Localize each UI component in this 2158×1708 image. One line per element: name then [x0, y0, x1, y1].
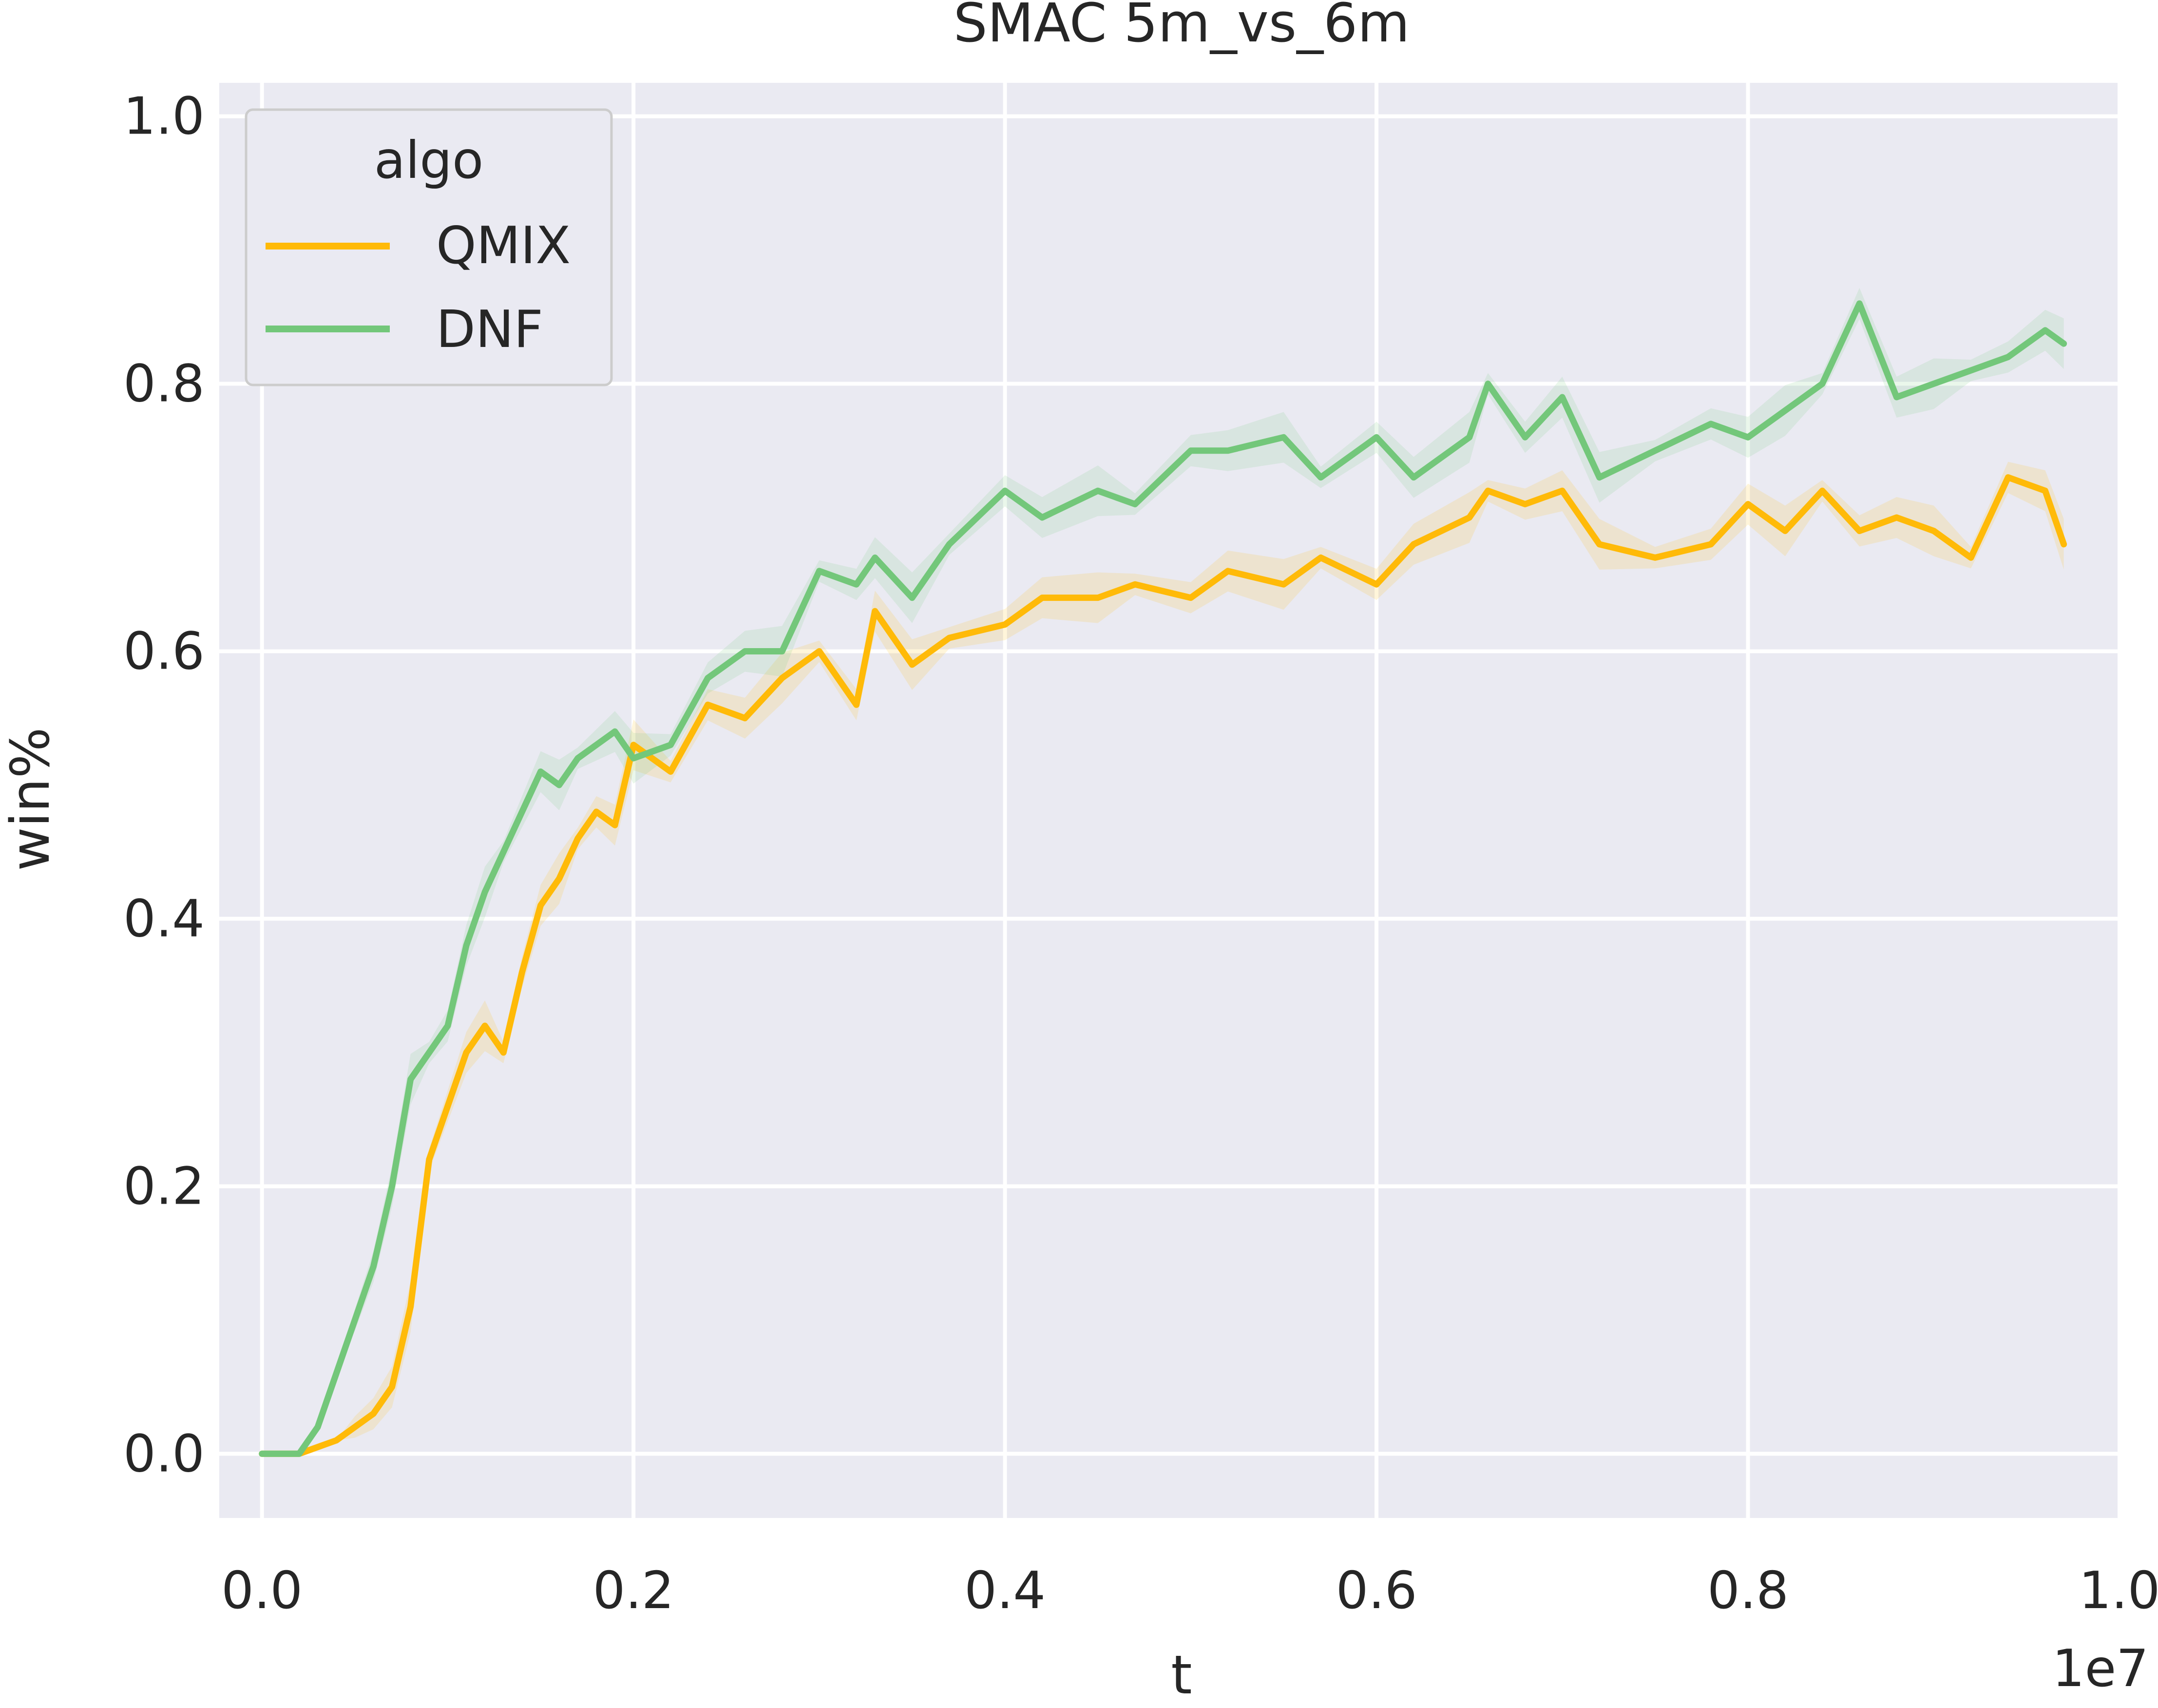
- legend: algo QMIX DNF: [245, 108, 613, 386]
- x-offset-label: 1e7: [2052, 1639, 2149, 1698]
- x-tick-label: 0.6: [1336, 1561, 1417, 1620]
- series-line-qmix: [259, 474, 2067, 1457]
- series-lines: [259, 300, 2067, 1457]
- legend-label-dnf: DNF: [436, 300, 543, 359]
- x-tick-label: 1.0: [2079, 1561, 2158, 1620]
- chart-title: SMAC 5m_vs_6m: [954, 0, 1410, 54]
- x-axis-label: t: [1171, 1644, 1192, 1706]
- x-tick-labels: 0.0 0.2 0.4 0.6 0.8 1.0: [221, 1561, 2158, 1620]
- x-tick-label: 0.2: [593, 1561, 674, 1620]
- x-tick-label: 0.0: [221, 1561, 303, 1620]
- y-axis-label: win%: [0, 728, 61, 871]
- y-tick-label: 0.4: [123, 889, 205, 948]
- y-tick-labels: 0.0 0.2 0.4 0.6 0.8 1.0: [123, 87, 205, 1484]
- series-line-dnf: [259, 300, 2067, 1457]
- legend-title: algo: [374, 131, 483, 190]
- y-tick-label: 0.6: [123, 621, 205, 681]
- y-tick-label: 0.0: [123, 1424, 205, 1483]
- x-tick-label: 0.4: [964, 1561, 1046, 1620]
- legend-box: [245, 108, 613, 386]
- y-tick-label: 0.8: [123, 354, 205, 414]
- x-tick-label: 0.8: [1707, 1561, 1789, 1620]
- y-tick-label: 1.0: [123, 87, 205, 146]
- y-tick-label: 0.2: [123, 1156, 205, 1216]
- legend-label-qmix: QMIX: [436, 216, 571, 275]
